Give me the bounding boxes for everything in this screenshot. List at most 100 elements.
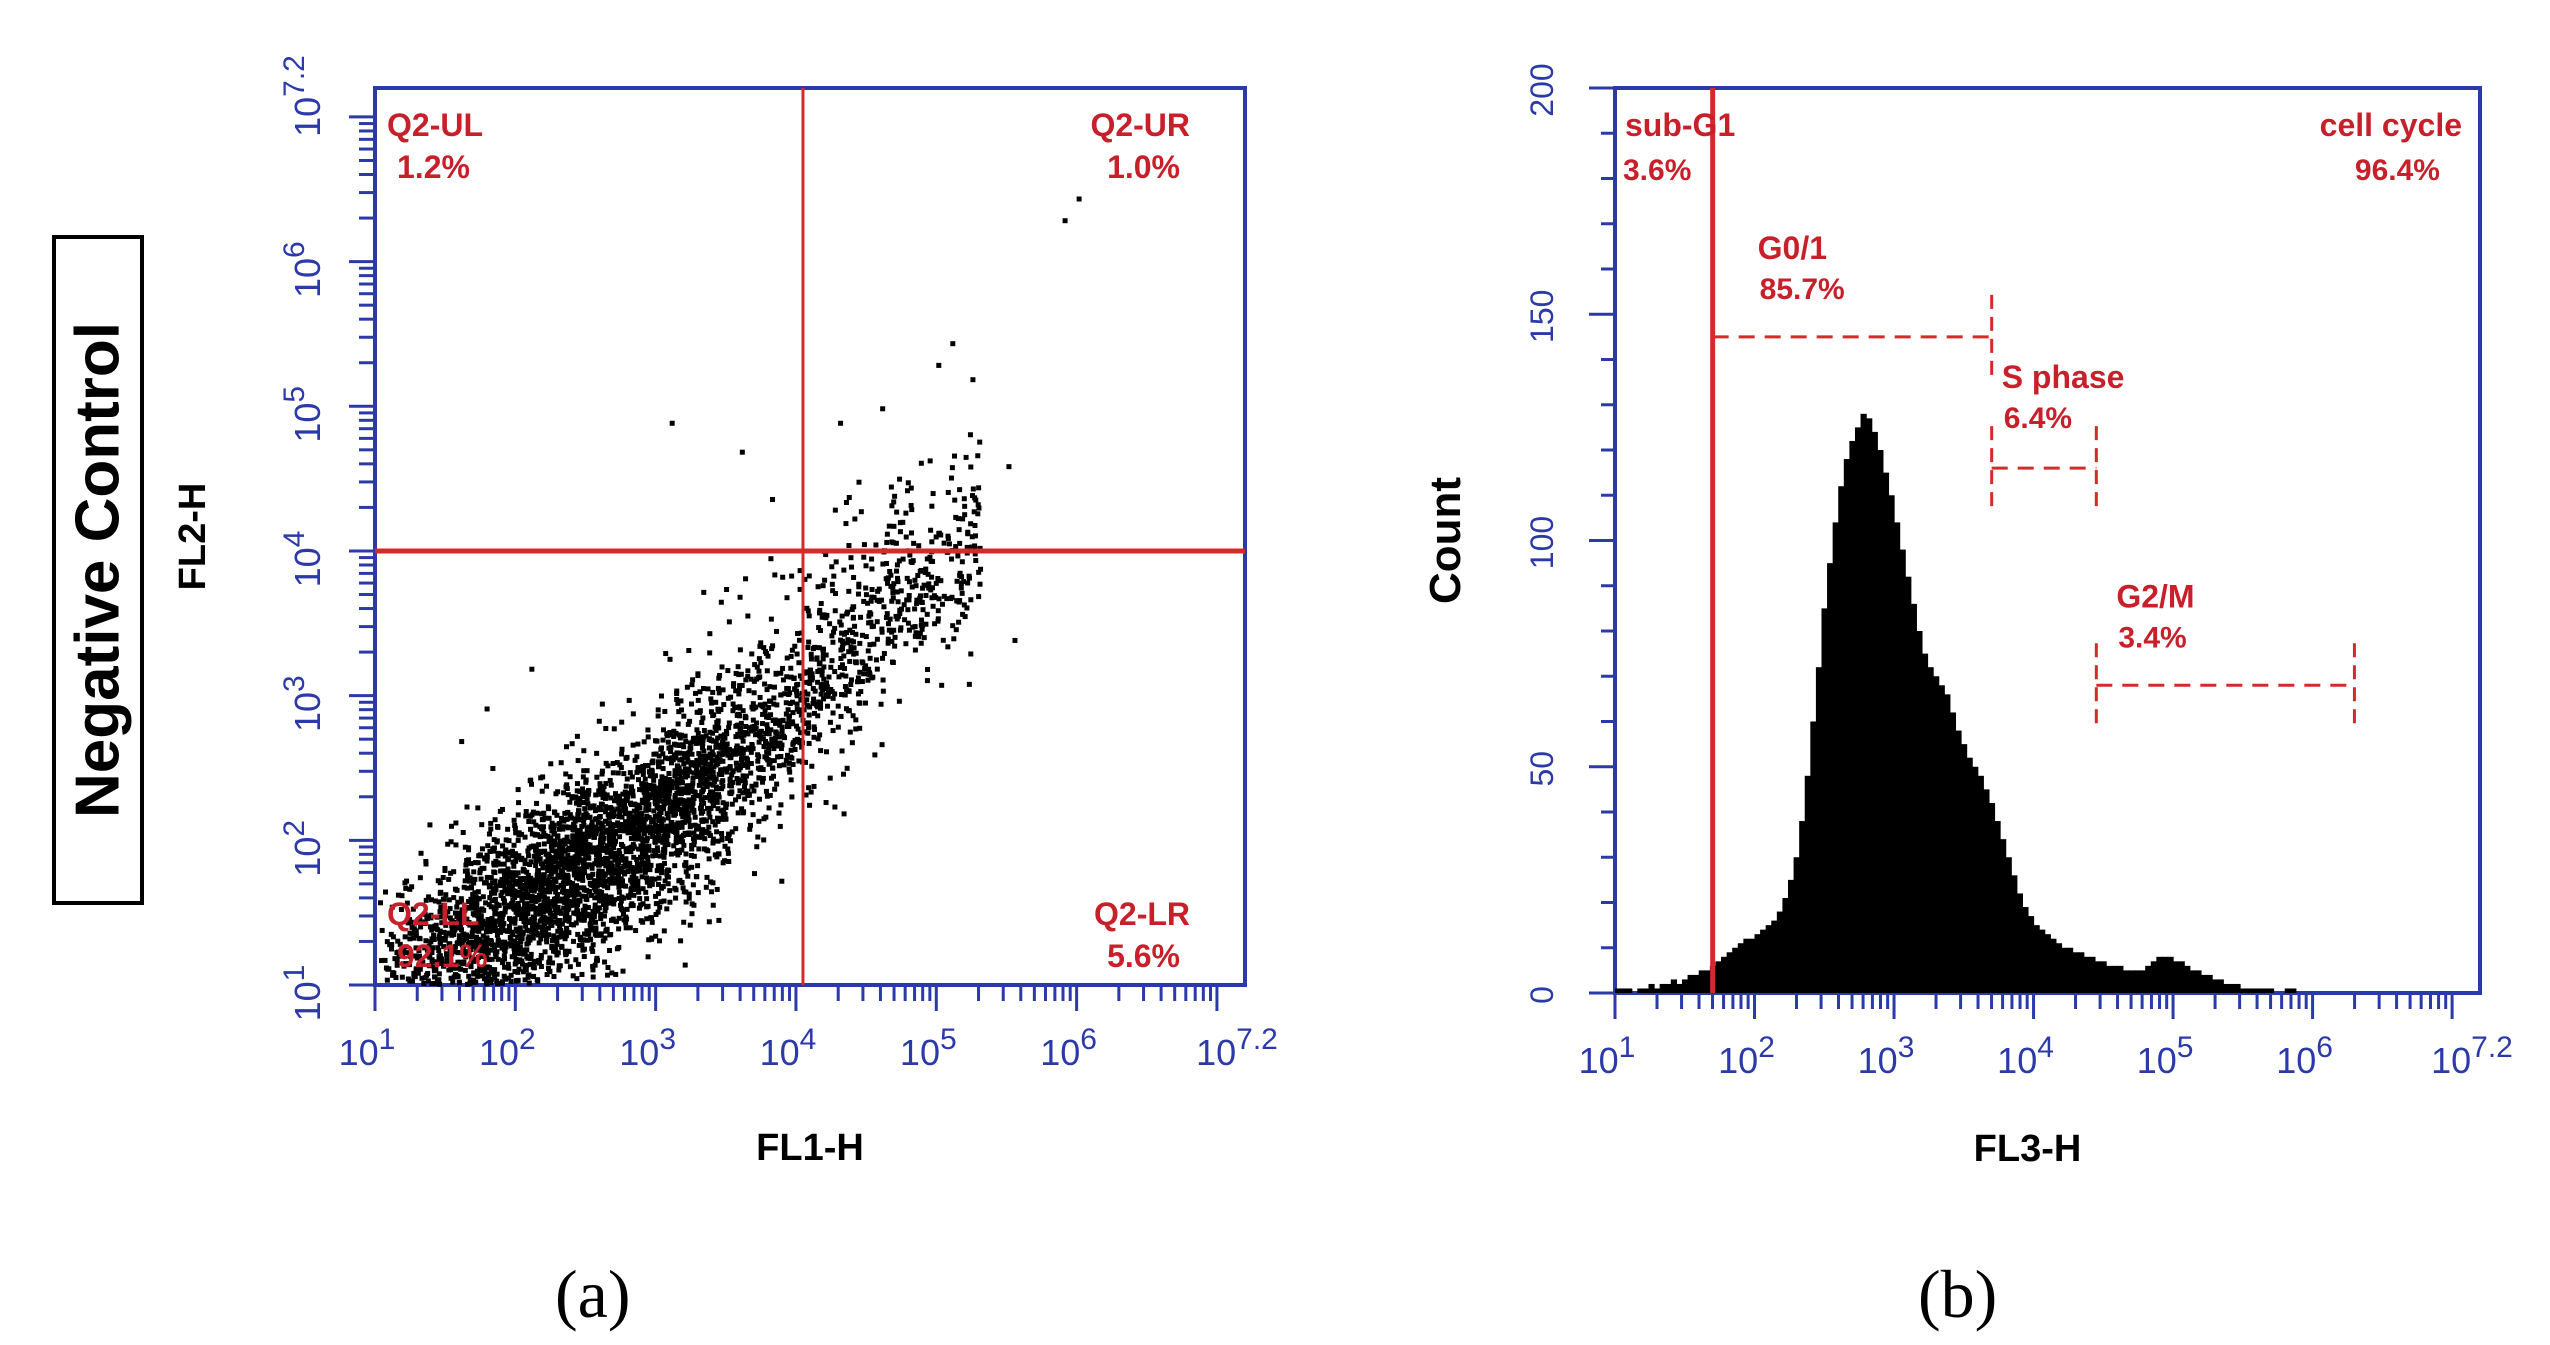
event-dot <box>467 981 473 987</box>
event-dot <box>501 947 507 953</box>
event-dot <box>460 932 466 938</box>
event-dot <box>645 854 651 860</box>
gate-s-phase-percent: 6.4% <box>2004 402 2072 435</box>
event-dot <box>533 959 539 965</box>
event-dot <box>608 860 614 866</box>
event-dot <box>754 844 760 850</box>
event-dot <box>502 964 508 970</box>
event-dot <box>608 823 614 829</box>
event-dot <box>962 503 968 509</box>
event-dot <box>669 785 675 791</box>
event-dot <box>589 822 595 828</box>
event-dot <box>495 942 501 948</box>
event-dot <box>569 860 575 866</box>
event-dot <box>507 903 513 909</box>
event-dot <box>472 921 478 927</box>
event-dot <box>548 855 554 861</box>
event-dot <box>764 793 770 799</box>
event-dot <box>835 703 841 709</box>
event-dot <box>764 668 770 674</box>
event-dot <box>640 783 646 789</box>
histogram-bar <box>2206 974 2213 993</box>
event-dot <box>641 831 647 837</box>
event-dot <box>740 810 746 816</box>
event-dot <box>704 753 710 759</box>
event-dot <box>569 741 575 747</box>
event-dot <box>744 757 750 763</box>
event-dot <box>910 624 916 630</box>
event-dot <box>839 644 845 650</box>
event-dot <box>853 717 859 723</box>
event-dot <box>517 957 523 963</box>
event-dot <box>627 810 633 816</box>
event-dot <box>689 783 695 789</box>
event-dot <box>895 579 901 585</box>
event-dot <box>837 619 843 625</box>
event-dot <box>636 828 642 834</box>
event-dot <box>644 916 650 922</box>
event-dot <box>428 939 434 945</box>
event-dot <box>838 622 844 628</box>
event-dot <box>639 781 645 787</box>
event-dot <box>720 783 726 789</box>
event-dot <box>608 795 614 801</box>
histogram-bar <box>1726 952 1733 993</box>
event-dot <box>857 669 863 675</box>
event-dot <box>968 651 974 657</box>
event-dot <box>518 916 524 922</box>
event-dot <box>655 713 661 719</box>
event-dot <box>619 854 625 860</box>
event-dot <box>853 726 859 732</box>
event-dot <box>593 928 599 934</box>
event-dot <box>772 786 778 792</box>
event-dot <box>619 719 625 725</box>
event-dot <box>750 812 756 818</box>
event-dot <box>684 785 690 791</box>
event-dot <box>874 636 880 642</box>
event-dot <box>656 875 662 881</box>
y-tick-label-text: 101 <box>278 965 328 1022</box>
event-dot <box>713 739 719 745</box>
event-dot <box>669 820 675 826</box>
event-dot <box>441 963 447 969</box>
event-dot <box>840 641 846 647</box>
event-dot <box>424 914 430 920</box>
event-dot <box>687 745 693 751</box>
event-dot <box>508 871 514 877</box>
event-dot <box>846 588 852 594</box>
event-dot <box>780 677 786 683</box>
event-dot <box>776 810 782 816</box>
plot-area-frame <box>373 86 1247 987</box>
event-dot <box>408 954 414 960</box>
event-dot <box>648 936 654 942</box>
event-dot <box>562 860 568 866</box>
event-dot <box>768 616 774 622</box>
event-dot <box>455 959 461 965</box>
event-dot <box>610 814 616 820</box>
event-dot <box>474 970 480 976</box>
event-dot <box>565 809 571 815</box>
event-dot <box>858 509 864 515</box>
event-dot <box>505 826 511 832</box>
event-dot <box>861 598 867 604</box>
event-dot <box>432 980 438 986</box>
event-dot <box>769 765 775 771</box>
event-dot <box>526 819 532 825</box>
event-dot <box>738 720 744 726</box>
event-dot <box>975 511 981 517</box>
event-dot <box>555 928 561 934</box>
event-dot <box>945 489 951 495</box>
event-dot <box>715 685 721 691</box>
event-dot <box>580 947 586 953</box>
event-dot <box>756 796 762 802</box>
event-dot <box>631 871 637 877</box>
event-dot <box>675 824 681 830</box>
event-dot <box>451 869 457 875</box>
event-dot <box>485 973 491 979</box>
gate-g0-1-percent: 85.7% <box>1760 273 1845 306</box>
event-dot <box>539 875 545 881</box>
event-dot <box>723 803 729 809</box>
event-dot <box>691 830 697 836</box>
event-dot <box>703 884 709 890</box>
event-dot <box>837 665 843 671</box>
